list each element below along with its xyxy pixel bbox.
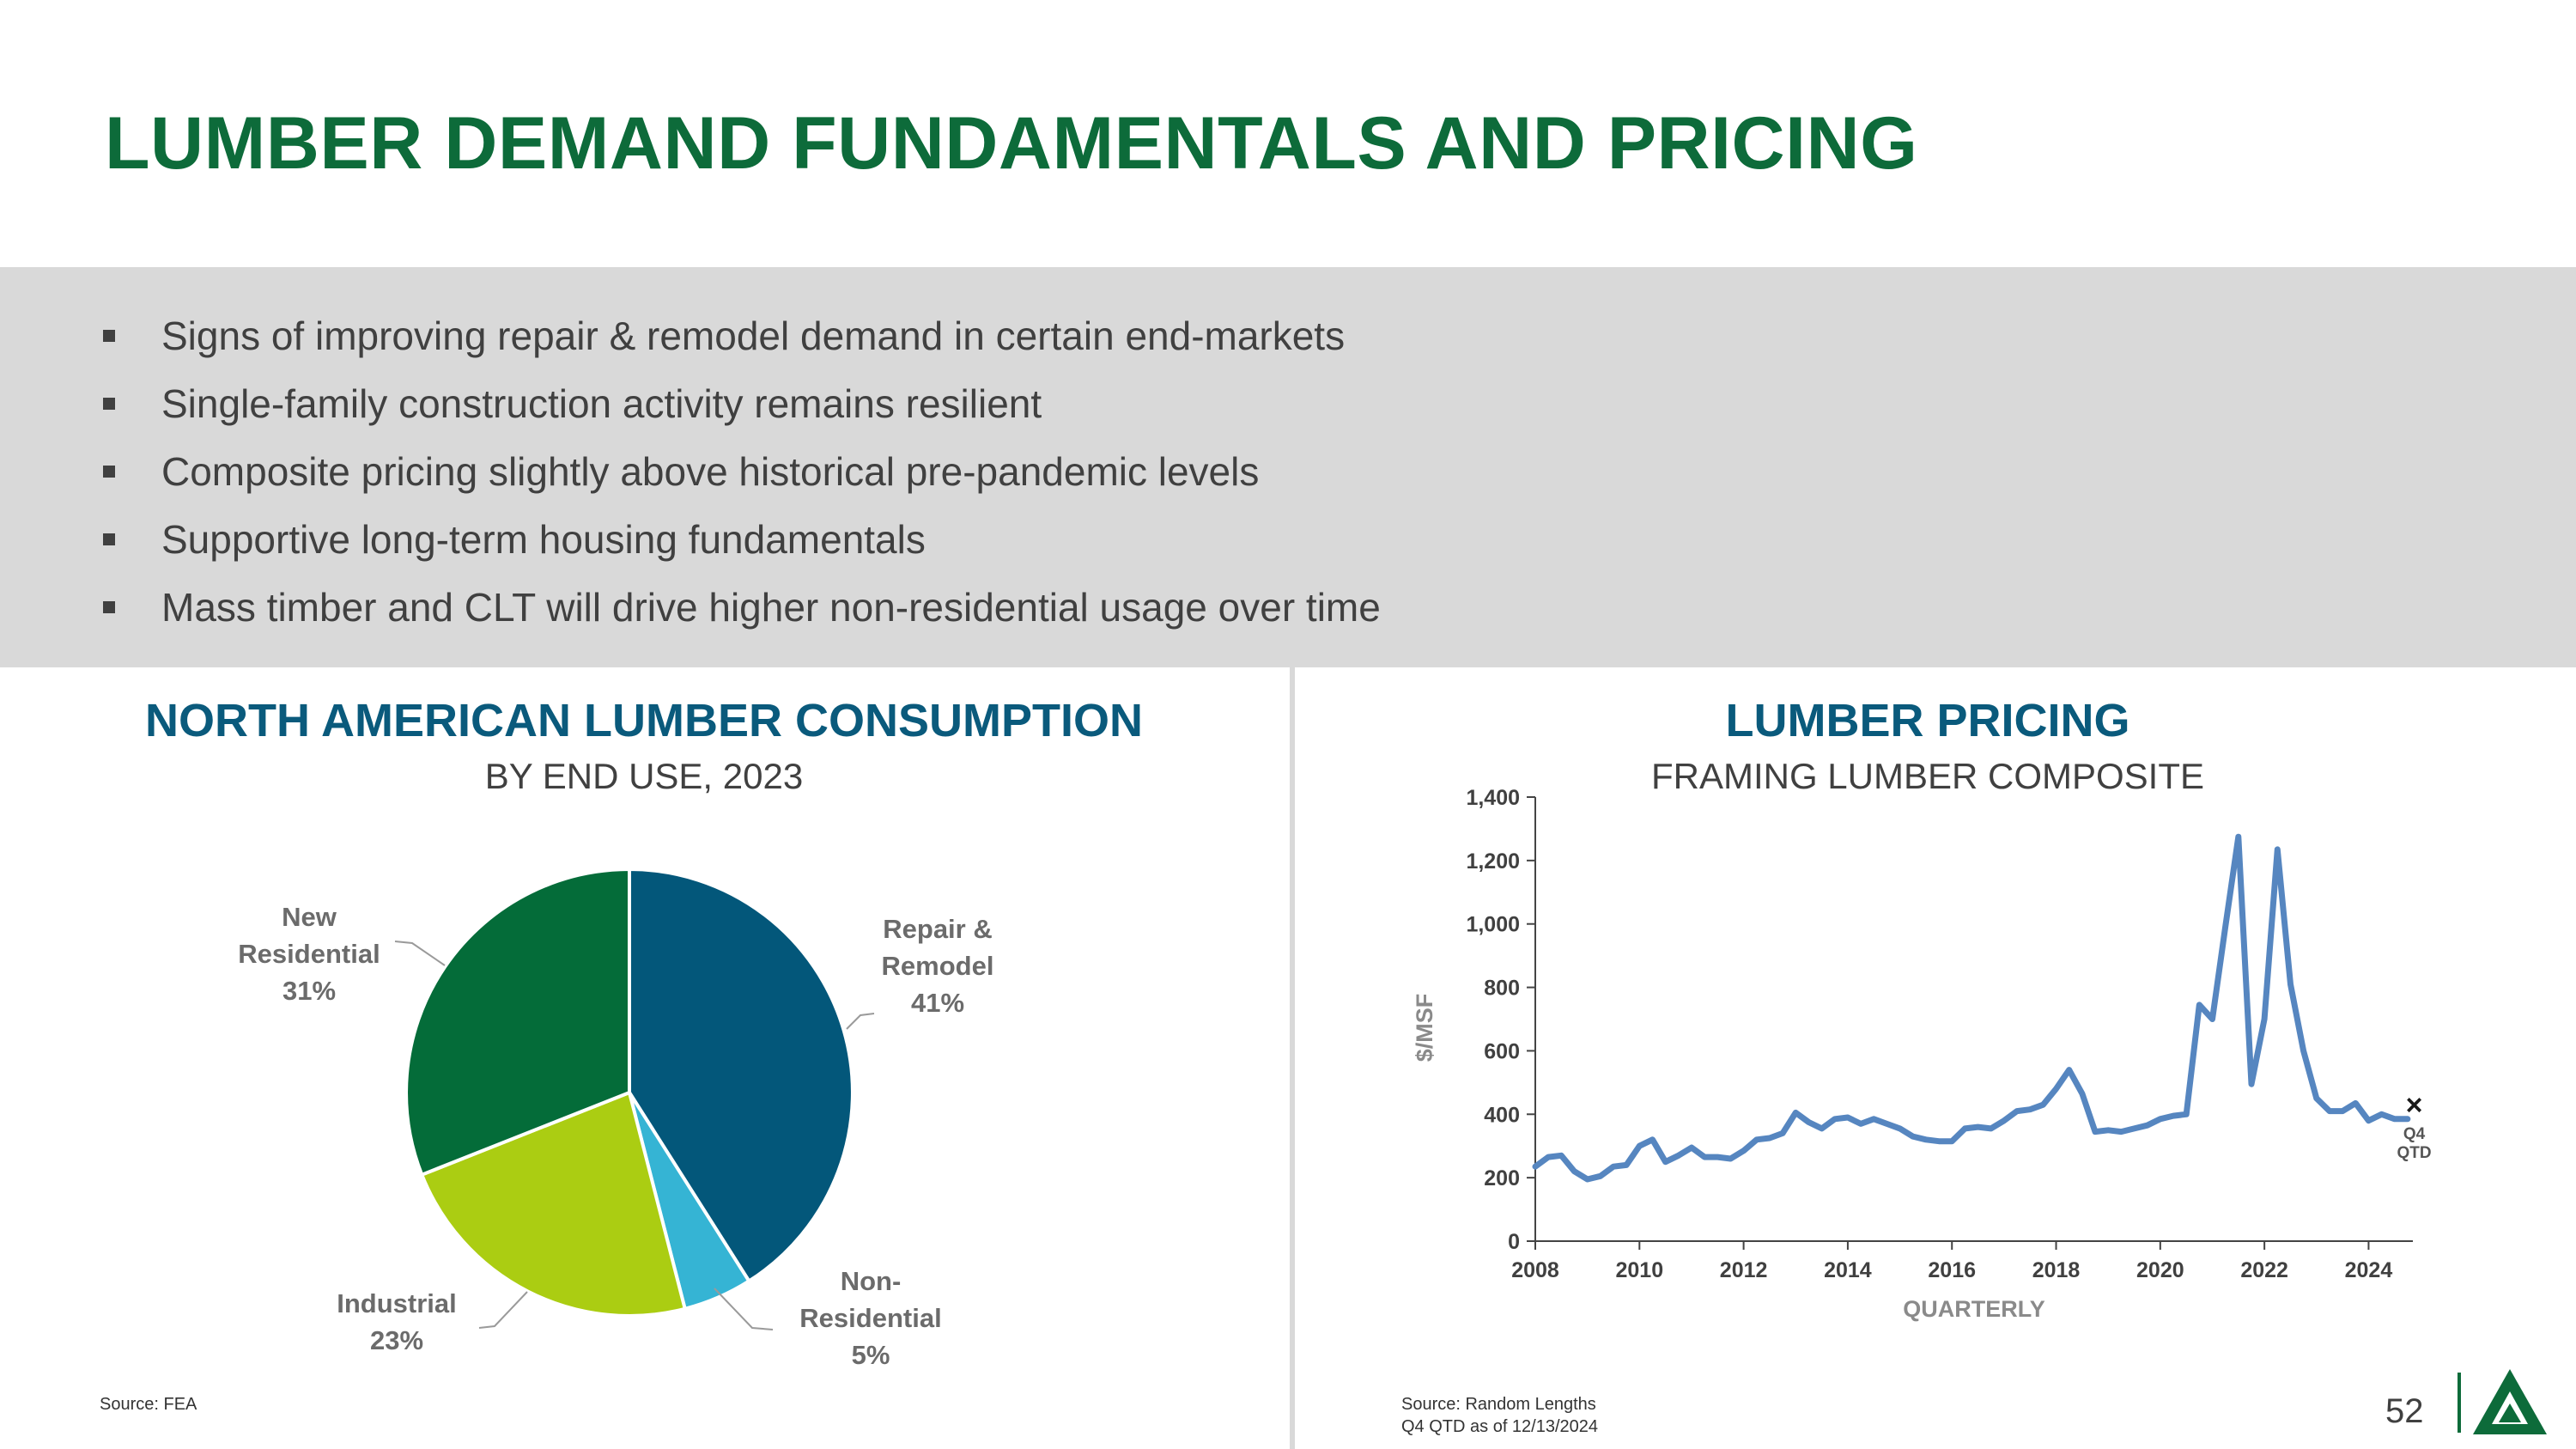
pie-label-line: Repair & [883, 914, 992, 944]
pie-label-line: 31% [283, 976, 336, 1006]
page-number: 52 [2385, 1392, 2424, 1430]
key-points-band [0, 267, 2576, 667]
logo-divider [2458, 1373, 2461, 1433]
pie-label-line: 23% [370, 1325, 423, 1355]
pie-slice-label: New Residential 31% [238, 902, 380, 1006]
y-tick-label: 1,400 [1466, 786, 1520, 810]
pricing-panel-subtitle: FRAMING LUMBER COMPOSITE [1650, 756, 2205, 796]
bullet-item: Supportive long-term housing fundamental… [101, 508, 1381, 576]
pie-leader-line [714, 1288, 774, 1330]
consumption-panel-subtitle: BY END USE, 2023 [484, 756, 804, 796]
pie-label-line: Remodel [882, 951, 994, 981]
bullet-item: Single-family construction activity rema… [101, 373, 1381, 441]
slide-title: LUMBER DEMAND FUNDAMENTALS AND PRICING [105, 102, 1918, 185]
y-tick-label: 0 [1508, 1230, 1520, 1254]
q4-qtd-marker: × [2406, 1089, 2423, 1122]
pie-label-line: Non- [841, 1266, 902, 1296]
pie-label-line: New [282, 902, 337, 932]
square-bullet-icon [103, 398, 115, 410]
x-tick-label: 2022 [2240, 1258, 2288, 1282]
pie-leader-line [846, 1013, 875, 1030]
y-tick-label: 1,000 [1466, 913, 1520, 937]
x-axis-title: QUARTERLY [1903, 1296, 2045, 1322]
end-use-pie-chart: Repair & Remodel 41% Non- Residential 5% Indus… [238, 867, 994, 1370]
pie-slice-label: Repair & Remodel 41% [882, 914, 994, 1018]
pie-slice [419, 1090, 688, 1318]
y-axis-title: $/MSF [1412, 994, 1437, 1062]
x-tick-label: 2016 [1928, 1258, 1976, 1282]
consumption-panel-title: NORTH AMERICAN LUMBER CONSUMPTION [145, 695, 1143, 746]
pie-label-line: 5% [852, 1340, 890, 1370]
pricing-panel-title: LUMBER PRICING [1725, 695, 2130, 746]
bullet-text: Supportive long-term housing fundamental… [161, 517, 926, 562]
bullet-text: Signs of improving repair & remodel dema… [161, 314, 1346, 358]
square-bullet-icon [103, 330, 115, 342]
pie-slice-label: Industrial 23% [337, 1288, 457, 1355]
bullet-item: Mass timber and CLT will drive higher no… [101, 576, 1381, 644]
bullet-item: Signs of improving repair & remodel dema… [101, 305, 1381, 373]
bullet-text: Mass timber and CLT will drive higher no… [161, 585, 1381, 630]
y-tick-label: 600 [1484, 1039, 1520, 1063]
bullet-text: Composite pricing slightly above histori… [161, 449, 1260, 494]
y-tick-label: 800 [1484, 977, 1520, 1001]
bullet-item: Composite pricing slightly above histori… [101, 441, 1381, 508]
square-bullet-icon [103, 533, 115, 545]
pie-label-line: Residential [238, 939, 380, 969]
x-tick-label: 2024 [2345, 1258, 2393, 1282]
pricing-source-note: Q4 QTD as of 12/13/2024 [1401, 1417, 1599, 1436]
key-points-list: Signs of improving repair & remodel dema… [101, 305, 1381, 644]
square-bullet-icon [103, 466, 115, 478]
pie-label-line: Industrial [337, 1288, 457, 1318]
pie-label-line: 41% [911, 988, 964, 1018]
x-tick-label: 2018 [2032, 1258, 2081, 1282]
x-tick-label: 2012 [1720, 1258, 1768, 1282]
pie-slice [404, 867, 631, 1178]
y-tick-label: 200 [1484, 1166, 1520, 1190]
panel-divider [1290, 667, 1295, 1449]
y-tick-label: 1,200 [1466, 849, 1520, 874]
pie-leader-line [478, 1291, 528, 1329]
pricing-source-line: Source: Random Lengths [1401, 1395, 1596, 1414]
q4-qtd-label: Q4 [2403, 1125, 2426, 1143]
pricing-source: Source: Random Lengths Q4 QTD as of 12/1… [1401, 1393, 1598, 1438]
y-tick-label: 400 [1484, 1103, 1520, 1127]
x-tick-label: 2008 [1511, 1258, 1559, 1282]
x-tick-label: 2010 [1615, 1258, 1663, 1282]
x-tick-label: 2020 [2136, 1258, 2184, 1282]
x-tick-label: 2014 [1824, 1258, 1872, 1282]
pie-slice-label: Non- Residential 5% [799, 1266, 941, 1370]
price-series-line [1532, 833, 2411, 1183]
pie-label-line: Residential [799, 1303, 941, 1333]
square-bullet-icon [103, 601, 115, 613]
consumption-source: Source: FEA [100, 1395, 197, 1414]
bullet-text: Single-family construction activity rema… [161, 381, 1042, 426]
pie-leader-line [394, 941, 446, 966]
company-logo-icon [2473, 1369, 2547, 1434]
lumber-price-line-chart: 0 200 400 600 800 1,000 1,200 1,400 2008 2010 2012… [1412, 786, 2432, 1322]
q4-qtd-label: QTD [2397, 1144, 2431, 1162]
